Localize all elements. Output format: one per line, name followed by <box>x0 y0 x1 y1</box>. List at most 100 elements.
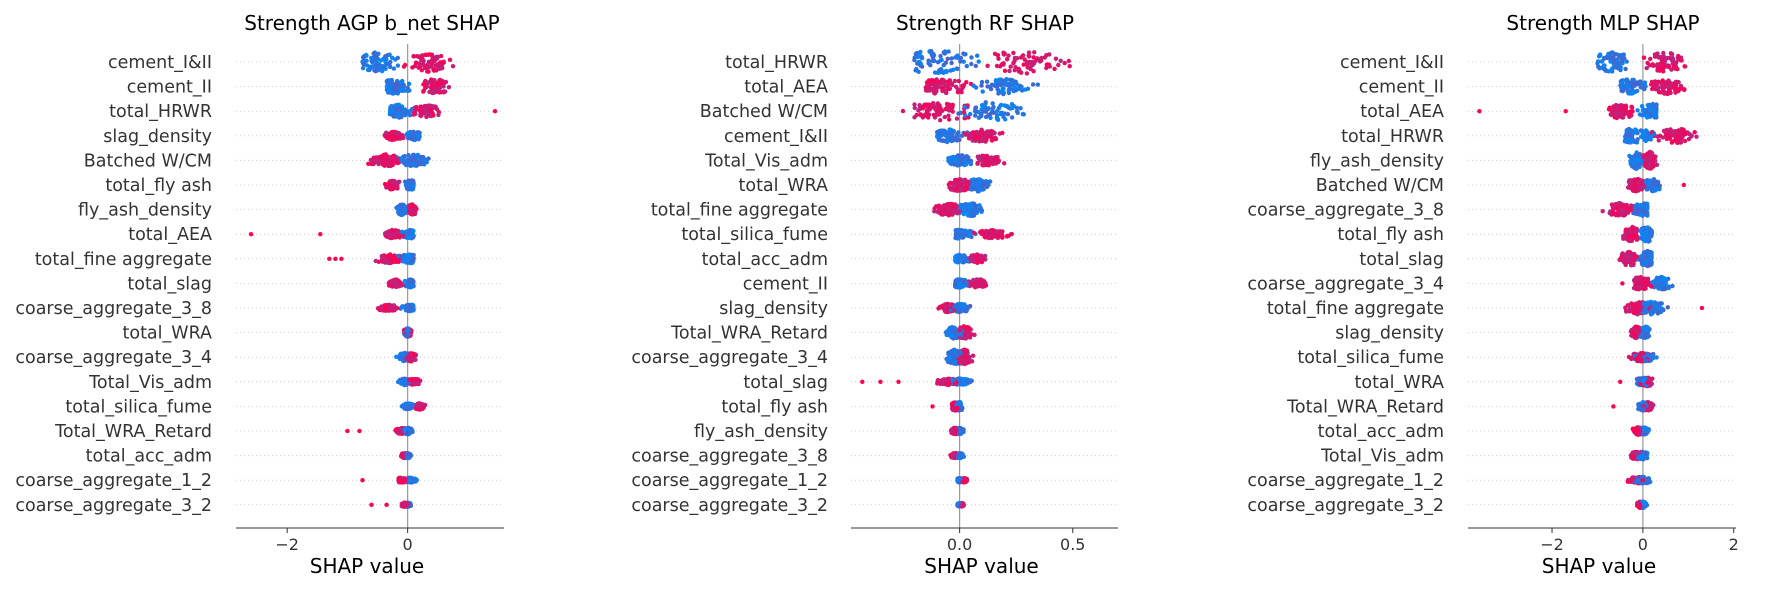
shap-point <box>934 112 939 118</box>
feature-label: total_acc_adm <box>702 250 828 270</box>
shap-point <box>409 278 414 283</box>
shap-point <box>436 112 441 118</box>
shap-point <box>969 55 974 60</box>
shap-point <box>958 332 963 337</box>
shap-point <box>403 333 409 338</box>
shap-point <box>404 186 410 191</box>
shap-point <box>383 256 388 261</box>
shap-point <box>385 88 390 94</box>
shap-point <box>1067 63 1072 69</box>
shap-point <box>956 130 961 135</box>
shap-point <box>980 130 985 135</box>
shap-point <box>961 110 967 115</box>
beeswarm-row <box>384 77 452 96</box>
shap-point <box>983 235 988 240</box>
shap-point <box>976 282 981 287</box>
shap-point <box>401 381 407 386</box>
feature-label: Batched W/CM <box>84 151 212 171</box>
shap-point <box>408 163 413 168</box>
beeswarm-row <box>399 401 428 412</box>
shap-point <box>384 57 389 62</box>
shap-point <box>388 180 394 185</box>
shap-point <box>400 454 406 459</box>
shap-point <box>973 105 978 111</box>
shap-point <box>980 183 986 188</box>
shap-point <box>900 108 906 114</box>
shap-point <box>981 163 986 168</box>
shap-point <box>1044 53 1049 58</box>
shap-point <box>379 63 384 69</box>
shap-point <box>952 281 958 287</box>
beeswarm-row <box>360 50 456 74</box>
shap-point <box>963 349 968 354</box>
beeswarm-row <box>953 227 1014 241</box>
feature-label: Total_Vis_adm <box>704 151 828 171</box>
shap-point <box>956 78 961 84</box>
shap-point <box>972 135 977 141</box>
shap-point <box>925 88 930 93</box>
shap-point <box>1011 61 1016 66</box>
shap-point <box>427 80 432 85</box>
shap-point <box>1000 87 1005 92</box>
shap-point <box>978 114 984 119</box>
shap-point <box>1000 234 1005 239</box>
shap-point <box>389 90 395 96</box>
feature-label: total_fly ash <box>105 176 212 196</box>
shap-point <box>995 80 1001 86</box>
shap-point <box>994 156 1000 162</box>
shap-point <box>958 186 963 192</box>
shap-point <box>963 52 968 57</box>
shap-point <box>1012 68 1017 73</box>
shap-point <box>960 153 965 158</box>
shap-point <box>411 377 417 382</box>
shap-point <box>964 154 969 159</box>
shap-point <box>396 259 401 264</box>
shap-point <box>957 280 962 286</box>
shap-point <box>1026 54 1032 59</box>
feature-label: coarse_aggregate_3_4 <box>631 348 828 368</box>
shap-point <box>954 116 960 121</box>
shap-point <box>956 111 961 116</box>
shap-point <box>423 110 428 115</box>
shap-point <box>407 405 412 410</box>
shap-point <box>1002 68 1008 74</box>
shap-point <box>987 228 993 234</box>
shap-point <box>1007 68 1012 74</box>
shap-point <box>1001 52 1007 57</box>
shap-point <box>964 184 969 189</box>
shap-point <box>928 62 933 68</box>
shap-point <box>1009 102 1015 107</box>
shap-point <box>395 132 400 137</box>
beeswarm-row <box>382 178 416 192</box>
shap-point <box>998 111 1004 117</box>
shap-point <box>407 353 412 358</box>
shap-point <box>431 84 437 89</box>
shap-point <box>1005 104 1010 109</box>
shap-point <box>960 86 965 91</box>
shap-point <box>964 63 969 69</box>
shap-point <box>1038 58 1044 63</box>
shap-point <box>408 157 413 163</box>
shap-point <box>996 233 1001 238</box>
shap-point <box>437 64 443 70</box>
shap-point <box>384 134 390 140</box>
shap-point <box>412 63 418 69</box>
shap-point <box>971 258 976 263</box>
shap-point <box>948 68 953 73</box>
shap-outlier <box>327 256 332 261</box>
shap-point <box>972 332 977 338</box>
shap-point <box>956 209 961 215</box>
shap-point <box>912 105 917 111</box>
shap-point <box>937 79 942 85</box>
shap-point <box>365 67 371 73</box>
feature-label: Total_WRA_Retard <box>54 422 212 442</box>
shap-point <box>399 479 404 485</box>
shap-outlier <box>357 428 362 434</box>
shap-point <box>951 361 957 366</box>
shap-point <box>399 211 404 216</box>
shap-point <box>433 63 438 68</box>
beeswarm-row <box>327 252 416 266</box>
shap-point <box>947 108 952 113</box>
shap-point <box>952 325 957 331</box>
shap-point <box>994 84 1000 89</box>
